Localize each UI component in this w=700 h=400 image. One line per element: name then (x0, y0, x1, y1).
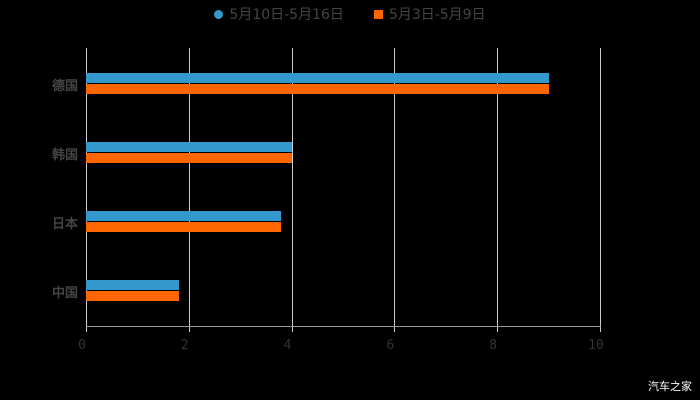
x-tick-label: 4 (283, 338, 292, 353)
bar-series-2[interactable] (86, 84, 549, 94)
x-tick-label: 6 (386, 338, 395, 353)
x-tick-label: 0 (78, 338, 86, 353)
bar-series-1[interactable] (86, 142, 292, 152)
bar-series-1[interactable] (86, 280, 179, 290)
legend-square-icon (373, 9, 383, 19)
bar-series-2[interactable] (86, 222, 282, 232)
legend-label: 5月10日-5月16日 (229, 7, 344, 23)
legend-label: 5月3日-5月9日 (388, 7, 486, 23)
x-tick-label: 2 (180, 338, 189, 353)
gridline (188, 48, 190, 332)
y-category-label: 中国 (51, 286, 78, 301)
gridline (497, 48, 499, 332)
bar-series-1[interactable] (86, 211, 282, 221)
y-category-label: 德国 (51, 79, 78, 94)
plot-area (86, 48, 601, 332)
legend-item-series-1[interactable]: 5月10日-5月16日 (214, 4, 344, 24)
bar-series-2[interactable] (86, 291, 179, 301)
gridline (291, 48, 293, 332)
legend-dot-icon (214, 9, 224, 19)
y-category-label: 韩国 (51, 148, 78, 163)
bar-series-2[interactable] (86, 153, 292, 163)
legend: 5月10日-5月16日 5月3日-5月9日 (0, 4, 700, 24)
gridline (86, 48, 87, 332)
x-axis-line (86, 326, 601, 327)
bar-series-1[interactable] (86, 73, 549, 83)
legend-item-series-2[interactable]: 5月3日-5月9日 (373, 4, 486, 24)
x-tick-label: 8 (489, 338, 498, 353)
gridline (600, 48, 601, 332)
gridline (394, 48, 396, 332)
x-tick-label: 10 (588, 338, 604, 353)
y-category-label: 日本 (51, 217, 78, 232)
watermark: 汽车之家 (648, 380, 692, 393)
